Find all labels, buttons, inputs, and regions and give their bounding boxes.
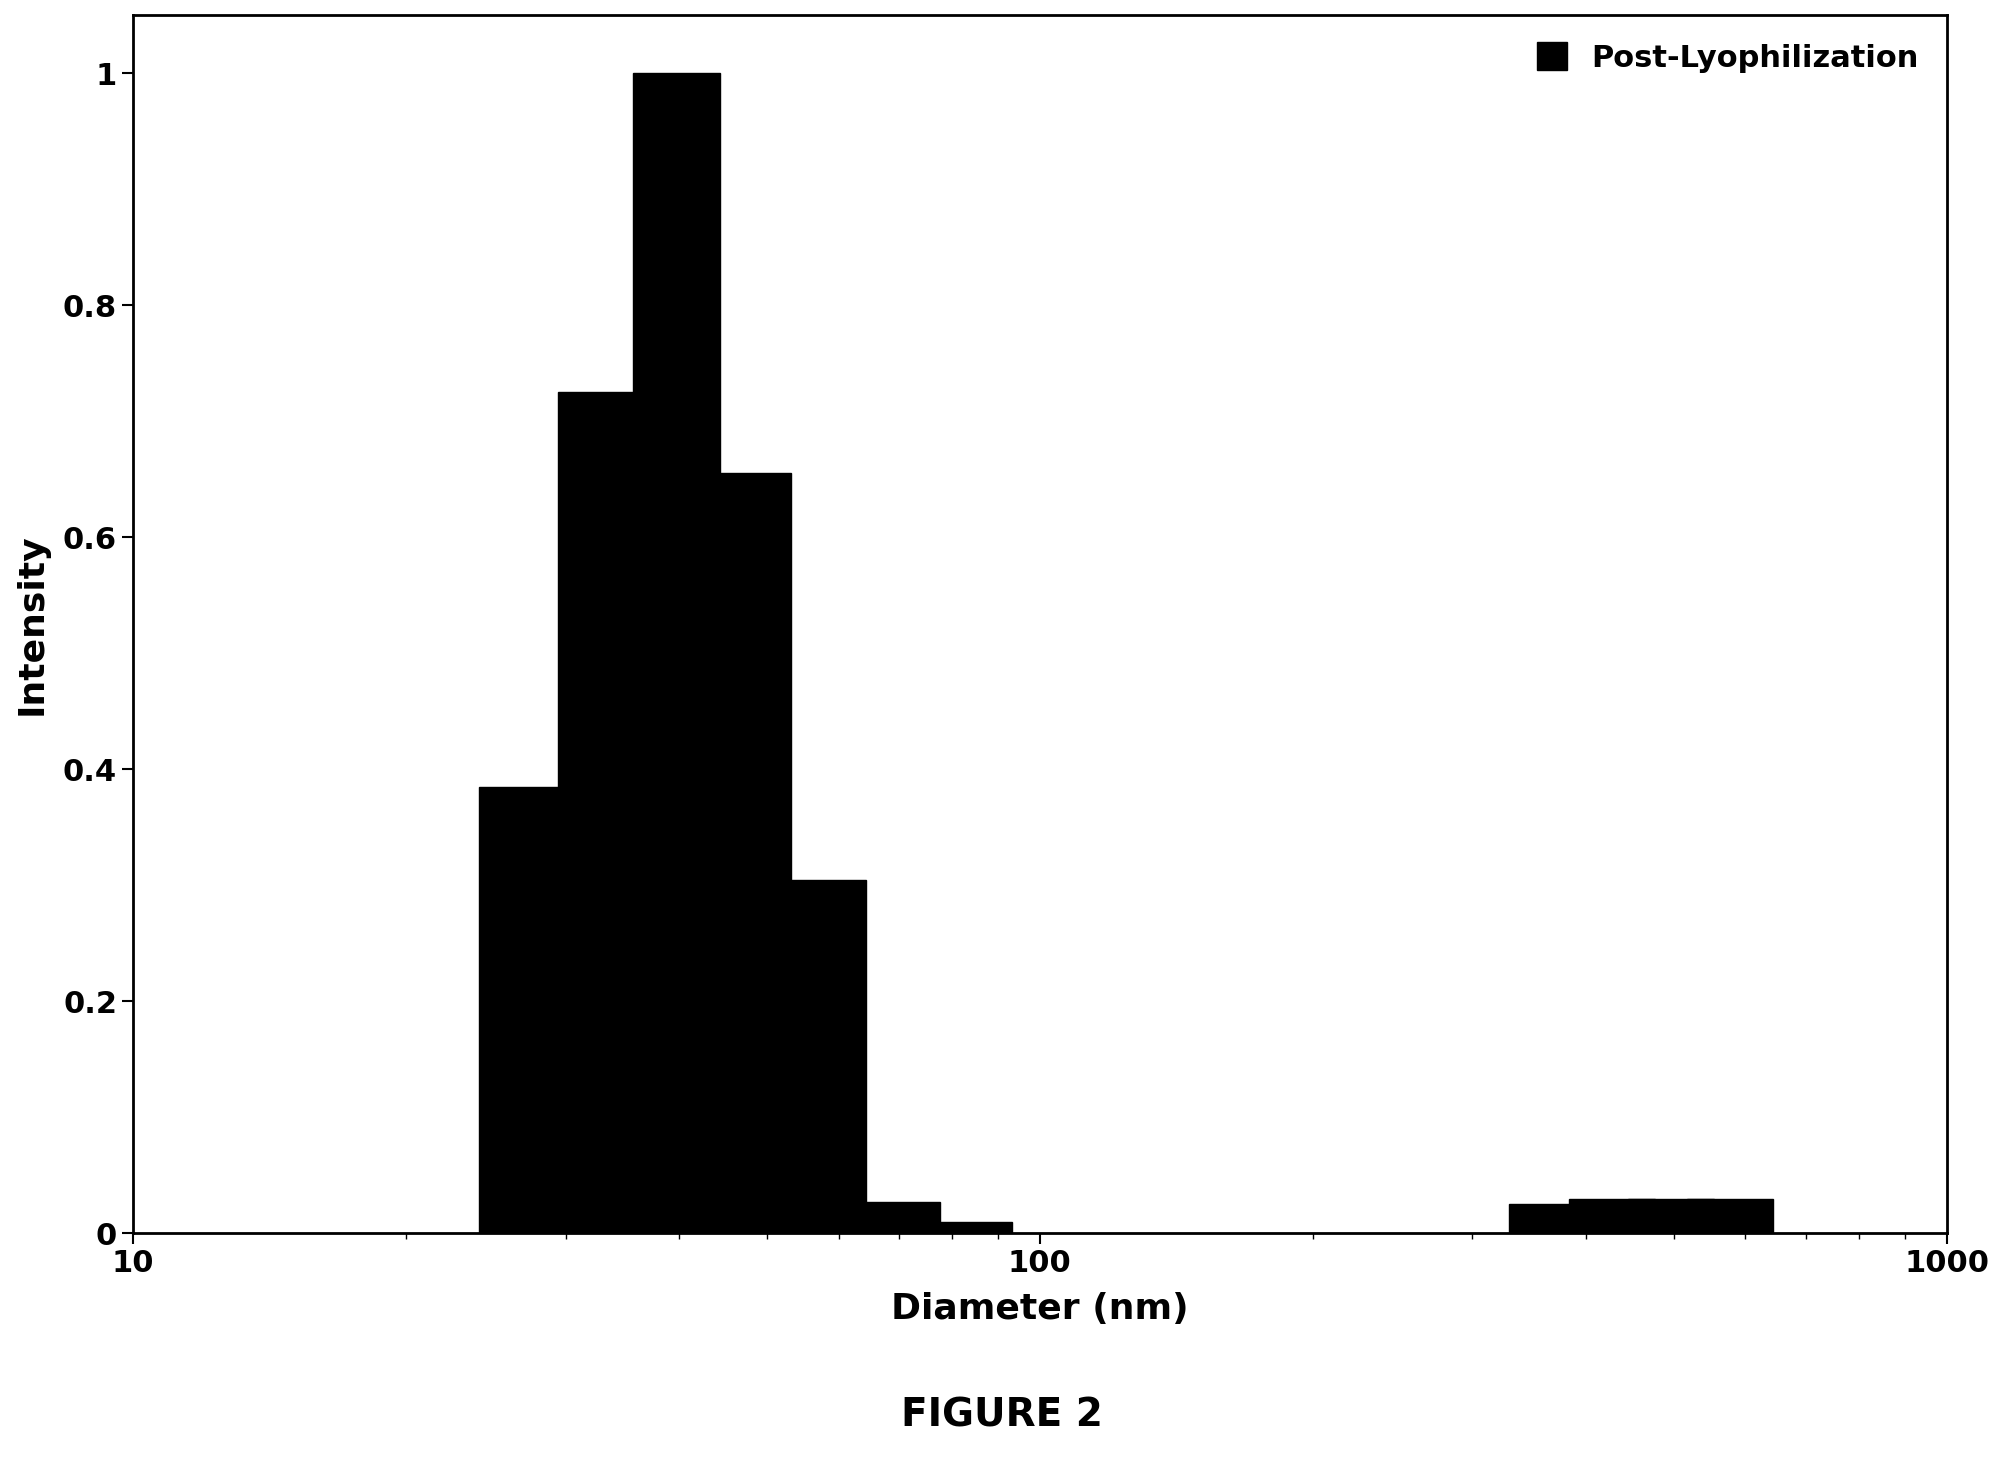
Bar <box>557 392 643 1234</box>
Text: FIGURE 2: FIGURE 2 <box>902 1396 1102 1434</box>
Bar <box>705 473 792 1234</box>
Bar <box>780 880 866 1234</box>
Bar <box>479 787 565 1234</box>
X-axis label: Diameter (nm): Diameter (nm) <box>892 1293 1188 1327</box>
Y-axis label: Intensity: Intensity <box>14 534 48 715</box>
Bar <box>1627 1198 1713 1234</box>
Bar <box>854 1203 940 1234</box>
Bar <box>1509 1204 1595 1234</box>
Bar <box>926 1222 1012 1234</box>
Legend: Post-Lyophilization: Post-Lyophilization <box>1525 31 1932 85</box>
Bar <box>1687 1198 1774 1234</box>
Bar <box>633 74 719 1234</box>
Bar <box>1569 1198 1655 1234</box>
